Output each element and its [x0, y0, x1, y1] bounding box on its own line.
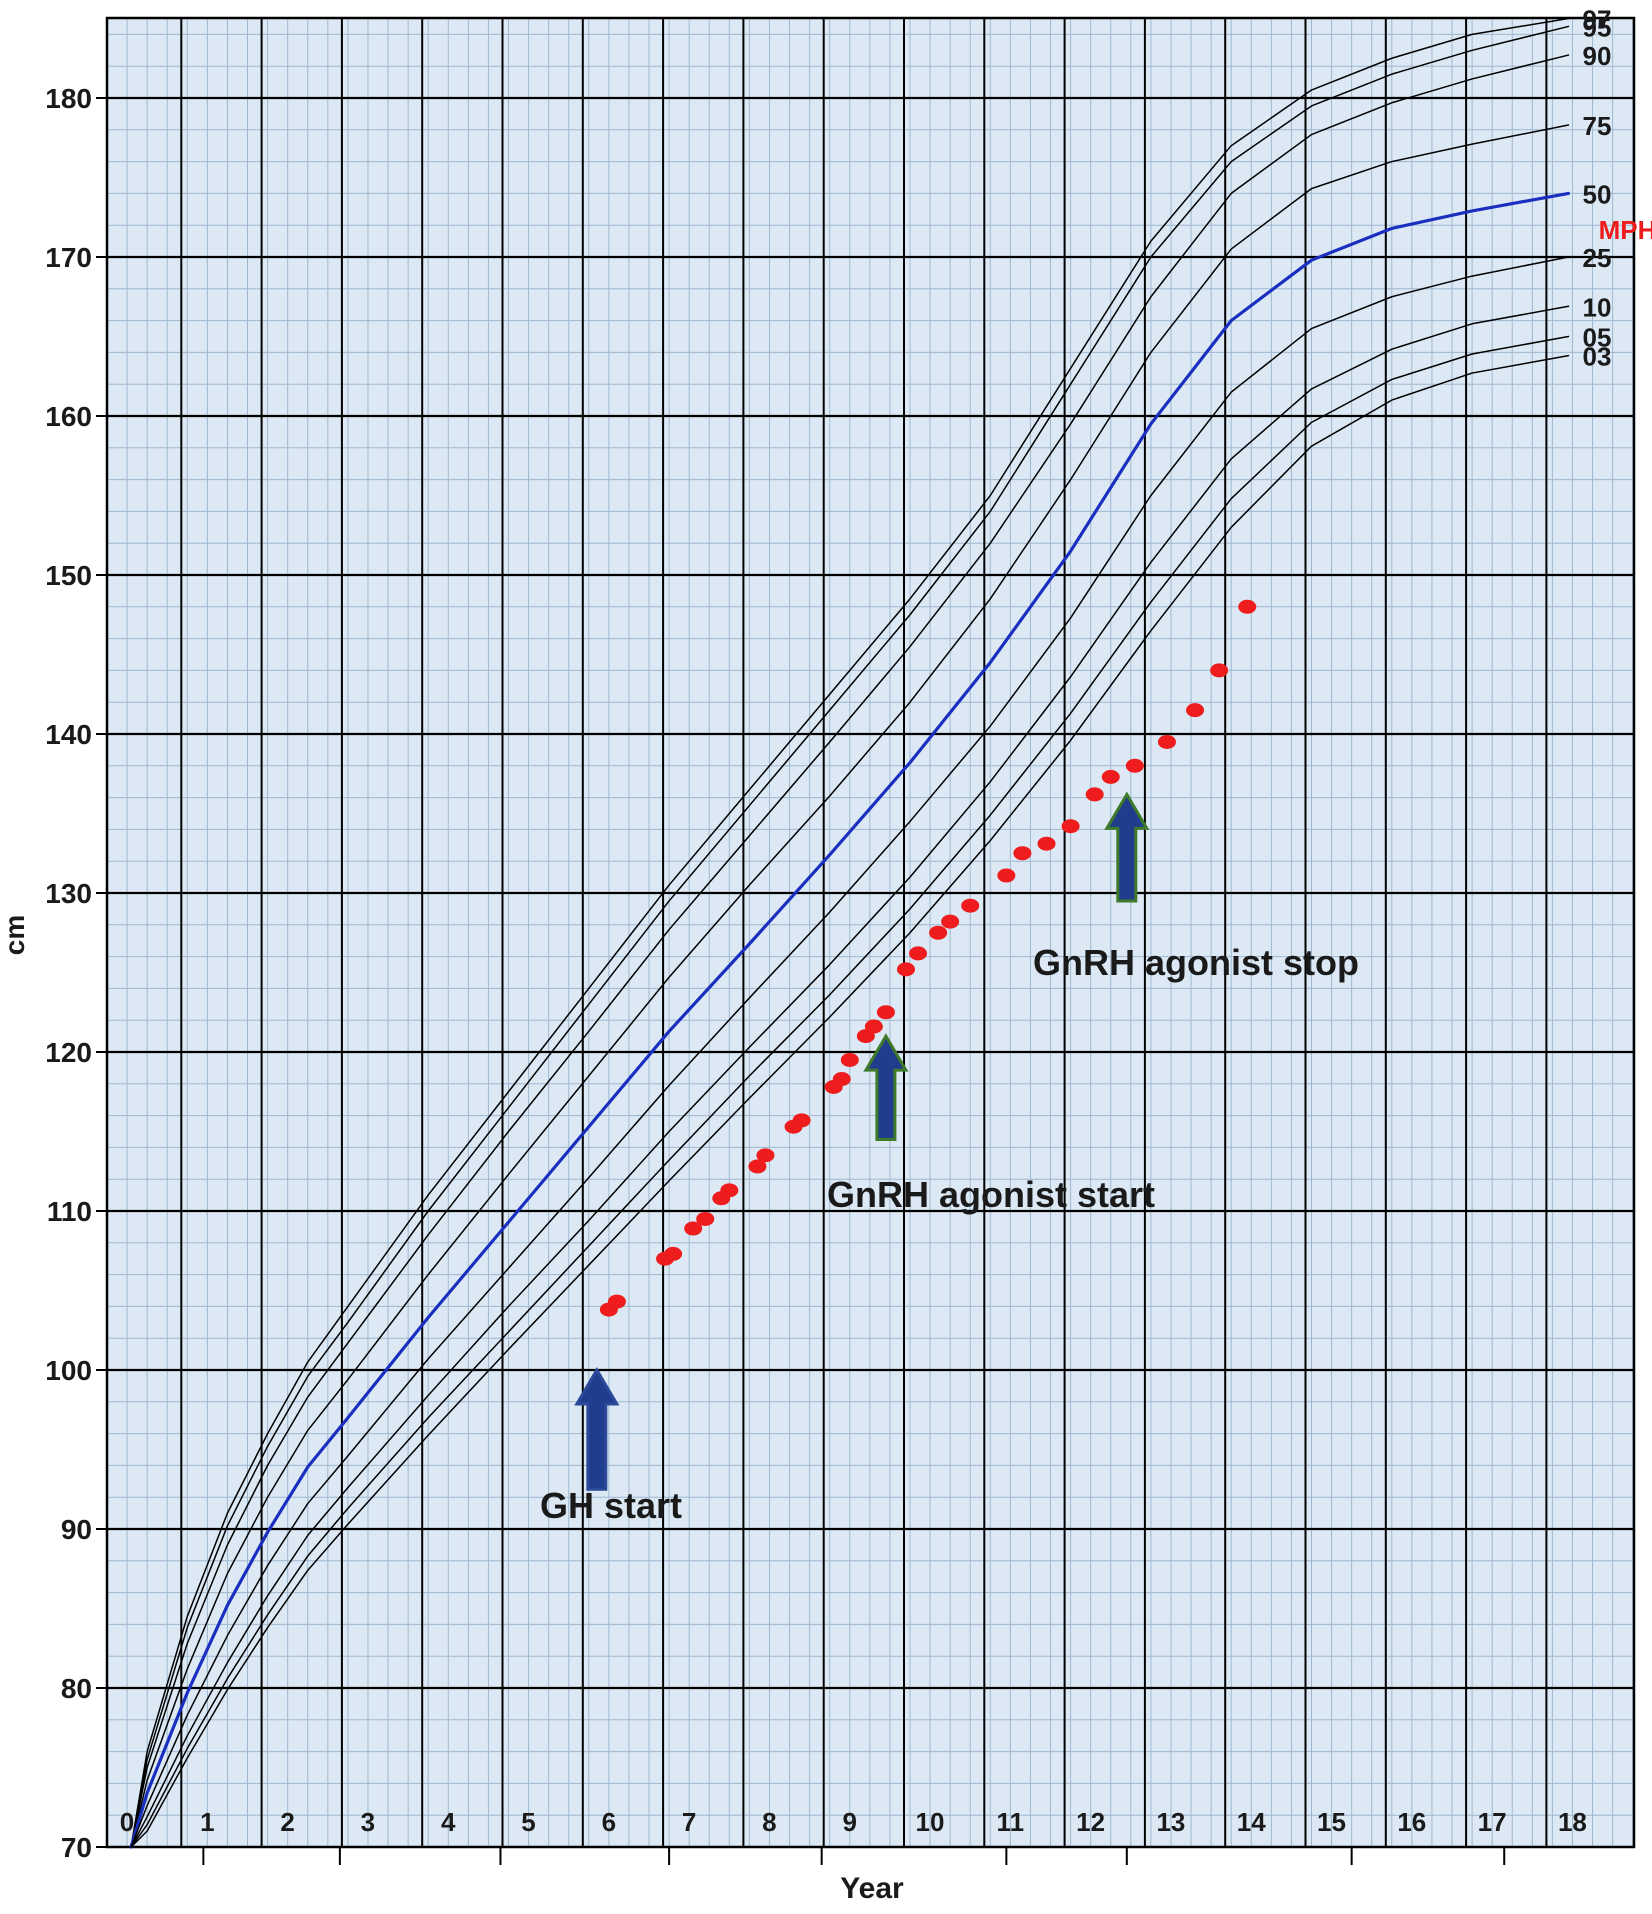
percentile-label-95: 95	[1583, 12, 1612, 42]
patient-point	[909, 946, 928, 961]
y-tick-label: 70	[61, 1832, 92, 1863]
y-axis: 70 80 90 100 110 120 130 140 150 160 170 180	[45, 83, 107, 1863]
annotation-arrow	[863, 1033, 909, 1141]
annotation-label: GH start	[540, 1485, 682, 1526]
patient-point	[607, 1294, 626, 1309]
y-tick-label: 160	[45, 401, 92, 432]
patient-point	[876, 1005, 895, 1020]
y-tick-label: 140	[45, 719, 92, 750]
x-tick-label: 5	[521, 1807, 535, 1837]
patient-point	[696, 1211, 715, 1226]
y-tick-label: 110	[47, 1196, 92, 1227]
percentile-label-75: 75	[1583, 111, 1612, 141]
major-grid	[105, 16, 1636, 1849]
percentile-label-90: 90	[1583, 41, 1612, 71]
x-tick-label: 3	[361, 1807, 375, 1837]
x-tick-label: 14	[1237, 1807, 1266, 1837]
x-tick-label: 16	[1397, 1807, 1426, 1837]
percentile-curve-50	[129, 191, 1571, 1849]
patient-point	[664, 1246, 683, 1261]
patient-point	[1061, 819, 1080, 834]
annotation-arrow	[1104, 791, 1150, 903]
annotation-label: GnRH agonist stop	[1033, 942, 1359, 983]
percentile-label-03: 03	[1583, 342, 1612, 372]
patient-point	[896, 962, 915, 977]
x-tick-label: 15	[1317, 1807, 1346, 1837]
patient-point	[1186, 703, 1205, 718]
annotation-label: GnRH agonist start	[827, 1174, 1155, 1215]
patient-point	[720, 1183, 739, 1198]
percentile-label-05: 05	[1583, 323, 1612, 353]
patient-point	[1085, 787, 1104, 802]
percentile-label-50: 50	[1583, 179, 1612, 209]
y-tick-label: 170	[45, 242, 92, 273]
plot-border	[105, 16, 1636, 1849]
patient-point	[1037, 836, 1056, 851]
x-tick-label: 12	[1076, 1807, 1105, 1837]
x-tick-label: 7	[682, 1807, 696, 1837]
patient-point	[792, 1113, 811, 1128]
patient-point	[941, 914, 960, 929]
x-tick-label: 18	[1558, 1807, 1587, 1837]
x-tick-label: 2	[280, 1807, 294, 1837]
y-tick-label: 100	[45, 1355, 92, 1386]
percentile-curve-25	[130, 256, 1570, 1848]
x-tick-label: 0	[120, 1807, 134, 1837]
y-tick-label: 130	[45, 878, 92, 909]
patient-height-points: MPH	[599, 215, 1652, 1317]
annotation-arrow	[574, 1367, 620, 1491]
y-axis-title: cm	[0, 915, 30, 955]
y-tick-label: 150	[45, 560, 92, 591]
patient-point	[1013, 846, 1032, 861]
percentile-label-10: 10	[1583, 292, 1612, 322]
mph-label: MPH	[1599, 215, 1652, 245]
patient-point	[1238, 599, 1257, 614]
patient-point	[997, 868, 1016, 883]
x-axis-title: Year	[840, 1872, 904, 1905]
annotation-arrows	[574, 791, 1150, 1491]
x-tick-label: 11	[997, 1807, 1025, 1837]
patient-point	[832, 1072, 851, 1087]
percentile-curve-05	[130, 335, 1570, 1848]
patient-point	[864, 1019, 883, 1034]
minor-grid	[106, 18, 1634, 1848]
x-tick-label: 13	[1156, 1807, 1185, 1837]
y-tick-label: 180	[45, 83, 92, 114]
y-tick-label: 90	[61, 1514, 92, 1545]
percentile-curve-03	[130, 354, 1570, 1848]
patient-point	[961, 898, 980, 913]
x-tick-label: 6	[602, 1807, 616, 1837]
x-tick-label: 17	[1478, 1807, 1507, 1837]
y-tick-label: 120	[45, 1037, 92, 1068]
x-axis: 0 1 2 3 4 5 6 7 8 9 10 11 12 13 14 15 16 17 18	[120, 1807, 1587, 1865]
patient-point	[748, 1159, 767, 1174]
annotation-labels: GH start GnRH agonist start GnRH agonist s…	[540, 942, 1359, 1526]
patient-point	[756, 1148, 775, 1163]
patient-point	[840, 1052, 859, 1067]
patient-point	[1210, 663, 1229, 678]
x-tick-label: 10	[916, 1807, 945, 1837]
x-tick-label: 1	[200, 1807, 214, 1837]
percentile-label-25: 25	[1583, 243, 1612, 273]
patient-point	[929, 925, 948, 940]
y-tick-label: 80	[61, 1673, 92, 1704]
x-tick-label: 4	[441, 1807, 456, 1837]
percentile-curve-97	[130, 17, 1570, 1848]
patient-point	[1157, 734, 1176, 749]
percentile-curve-90	[130, 54, 1570, 1848]
percentile-curve-75	[130, 124, 1570, 1848]
patient-point	[1101, 769, 1120, 784]
x-tick-label: 8	[762, 1807, 776, 1837]
percentile-label-97: 97	[1583, 5, 1612, 35]
patient-point	[684, 1221, 703, 1236]
patient-point	[1125, 758, 1144, 773]
percentile-curves	[129, 17, 1571, 1849]
x-tick-label: 9	[842, 1807, 856, 1837]
percentile-curve-95	[130, 25, 1570, 1848]
plot-area	[107, 18, 1634, 1847]
percentile-curve-10	[130, 305, 1570, 1848]
